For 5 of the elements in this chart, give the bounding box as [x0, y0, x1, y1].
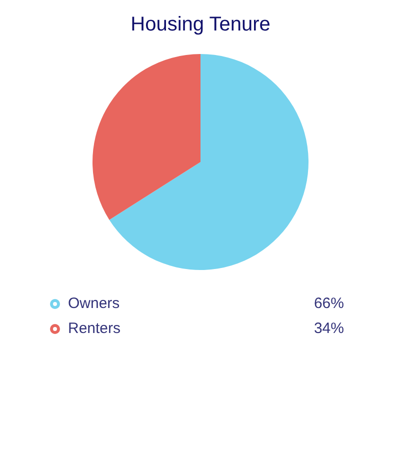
data-label: 66%	[314, 295, 344, 312]
legend-label: Renters	[68, 320, 122, 337]
data-label: 34%	[314, 320, 344, 337]
chart-title: Housing Tenure	[130, 14, 270, 36]
legend-label: Owners	[68, 295, 121, 312]
